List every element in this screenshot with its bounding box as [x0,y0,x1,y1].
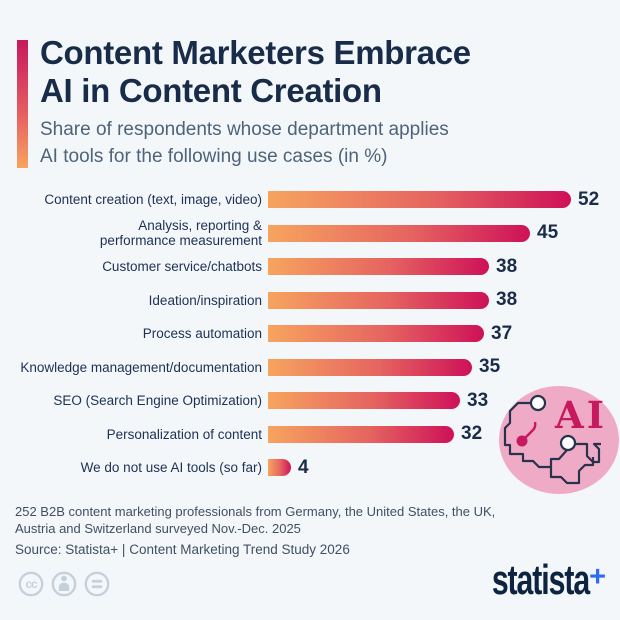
bar [268,224,530,242]
page-subtitle: Share of respondents whose department ap… [40,116,449,170]
subtitle-line-1: Share of respondents whose department ap… [40,119,449,140]
chart-row: Personalization of content 32 [0,418,620,452]
chart-row: Knowledge management/documentation 35 [0,351,620,385]
bar-label: We do not use AI tools (so far) [80,460,262,475]
bar [268,392,460,410]
bar-track: 38 [268,256,620,278]
cc-icon: cc [18,571,44,597]
statista-logo-plus: + [589,561,606,593]
bar-label: Process automation [142,326,262,341]
bar-label: Knowledge management/documentation [20,359,262,375]
bar-track: 45 [268,222,620,244]
bar-track: 52 [268,189,620,211]
circuit-lines-icon [503,401,601,485]
svg-text:cc: cc [25,577,38,591]
bar-value: 38 [496,289,518,311]
chart-row: We do not use AI tools (so far) 4 [0,451,620,485]
chart-row: SEO (Search Engine Optimization) 33 [0,384,620,418]
bar-track: 38 [268,289,620,311]
chart-rows: Content creation (text, image, video) 52… [0,183,620,485]
bar [268,425,454,443]
statista-logo-text: statista [491,556,590,603]
bar-track: 37 [268,323,620,345]
bar-value: 33 [467,389,489,411]
bar-track: 32 [268,423,620,445]
bar-value: 38 [496,255,518,277]
bar-value: 37 [491,322,513,344]
chart-row: Process automation 37 [0,317,620,351]
chart-row: Customer service/chatbots 38 [0,250,620,284]
bar [268,191,571,209]
bar [268,291,489,309]
survey-note-line-1: 252 B2B content marketing professionals … [15,504,496,519]
bar-value: 52 [578,188,600,210]
license-icons: cc [18,571,110,597]
bar-label: Customer service/chatbots [102,259,262,274]
bar-label: Ideation/inspiration [148,292,262,308]
bar [268,459,291,477]
chart-row: Content creation (text, image, video) 52 [0,183,620,217]
chart-row: Ideation/inspiration 38 [0,284,620,318]
bar-track: 4 [268,457,620,479]
bar-track: 35 [268,356,620,378]
bar-label: Analysis, reporting & performance measur… [99,217,262,249]
circuit-node-icon [559,434,577,452]
source-line: Source: Statista+ | Content Marketing Tr… [15,542,350,557]
circuit-node-icon [529,394,547,412]
title-line-1: Content Marketers Embrace [40,34,471,71]
ai-brain-badge: AI [499,386,619,494]
circuit-node-filled-icon [516,435,528,447]
bar-label: Content creation (text, image, video) [44,192,262,207]
page-title: Content Marketers Embrace AI in Content … [40,34,471,110]
bar-label: SEO (Search Engine Optimization) [53,393,262,408]
ai-badge-label: AI [554,393,607,437]
bar-value: 45 [537,222,559,244]
equals-icon [84,571,110,597]
subtitle-line-2: AI tools for the following use cases (in… [40,146,388,167]
bar-label: Personalization of content [106,426,262,442]
statista-logo: statista + [454,556,606,603]
survey-note-line-2: Austria and Switzerland surveyed Nov.-De… [15,520,301,536]
attribution-person-icon [51,571,77,597]
survey-note: 252 B2B content marketing professionals … [15,504,495,537]
title-line-2: AI in Content Creation [40,72,382,109]
bar [268,358,472,376]
badge-pink-circle [499,386,619,494]
bar-value: 35 [479,356,501,378]
bar-track: 33 [268,390,620,412]
bar-value: 4 [298,456,309,478]
title-accent-bar [17,40,28,168]
bar-value: 32 [461,423,483,445]
chart-row: Analysis, reporting & performance measur… [0,217,620,251]
circuit-spark-line [523,421,537,440]
bar [268,258,489,276]
bar [268,325,484,343]
